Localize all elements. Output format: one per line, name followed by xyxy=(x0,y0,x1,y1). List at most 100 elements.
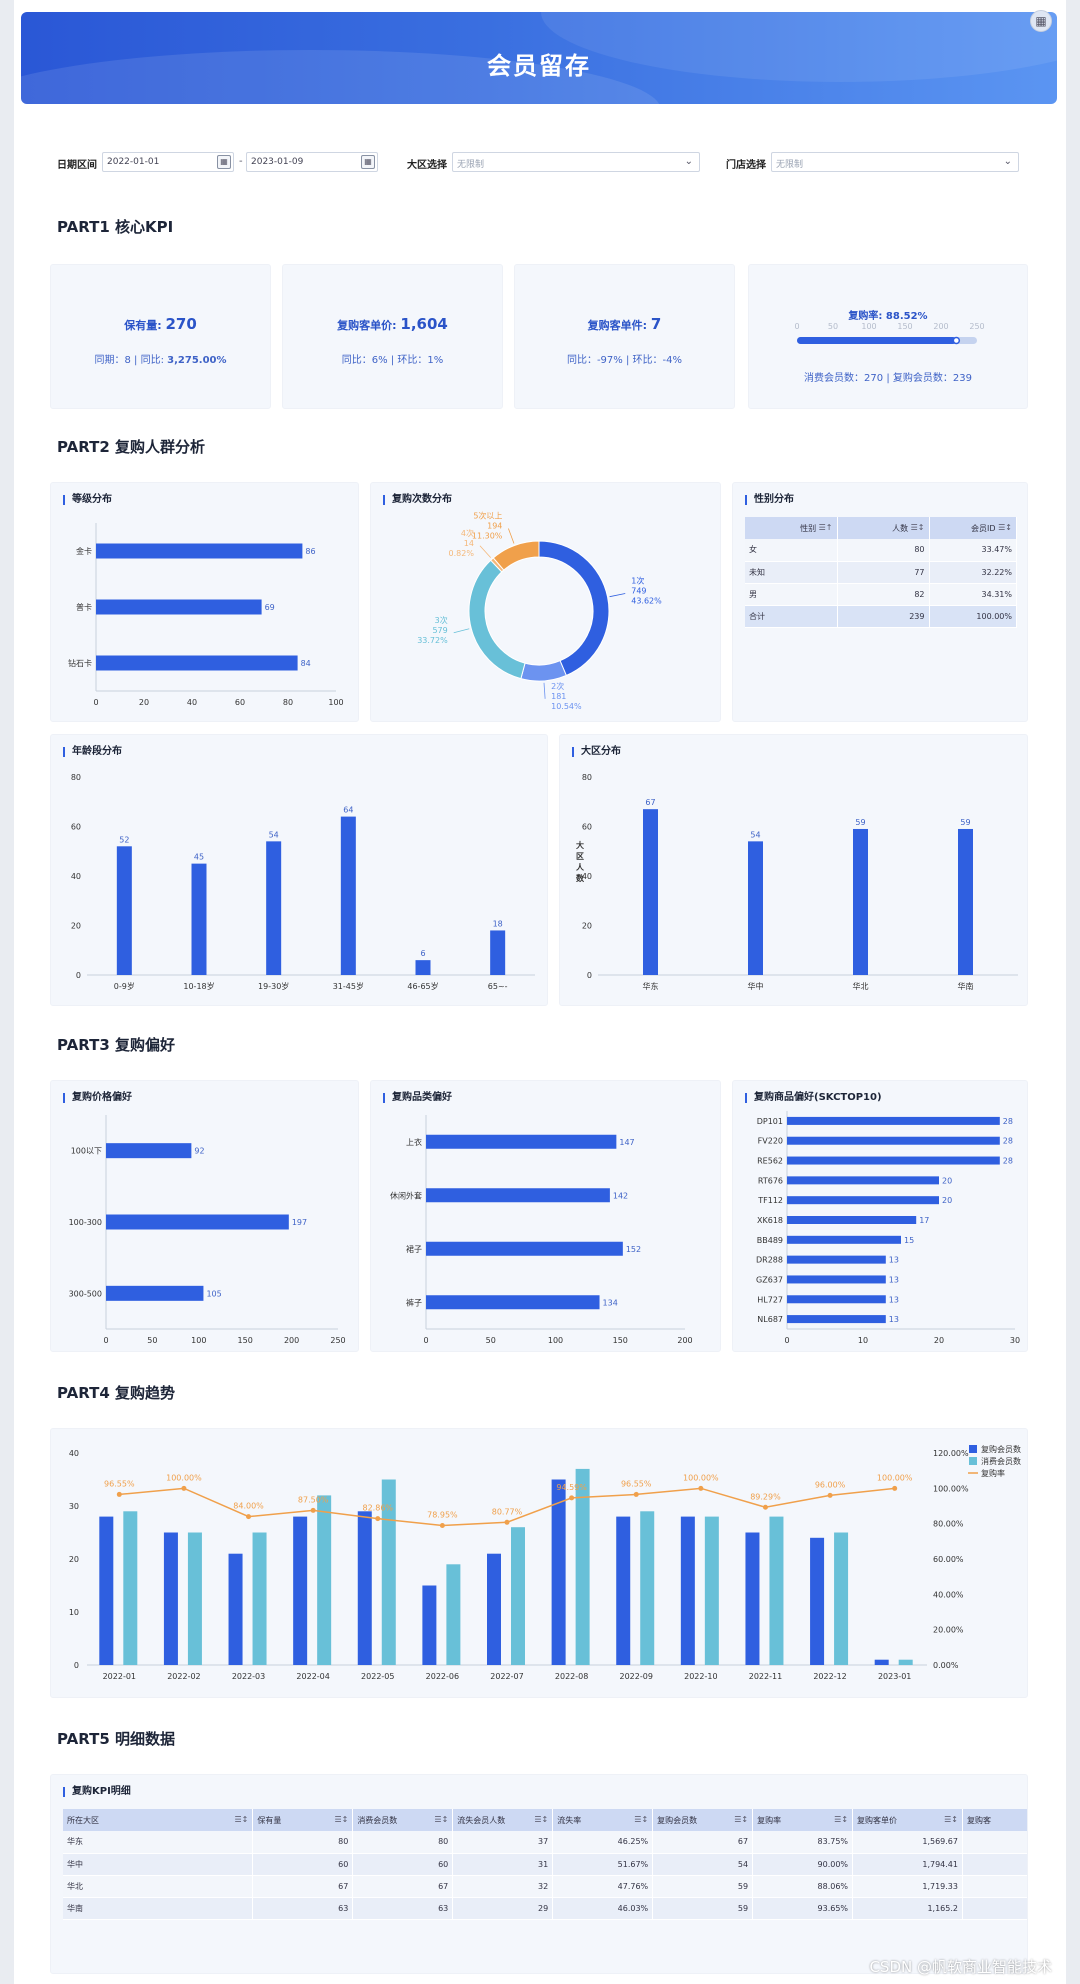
part5-title: PART5 明细数据 xyxy=(57,1730,175,1748)
rate-label: 84.00% xyxy=(233,1502,264,1511)
bar xyxy=(266,841,282,975)
rate-point xyxy=(504,1519,510,1525)
panel-title: 复购价格偏好 xyxy=(63,1093,132,1103)
table-cell: 59 xyxy=(652,1875,754,1898)
table-cell: 1,569.67 xyxy=(852,1831,963,1854)
date-end-input[interactable]: 2023-01-09 ▦ xyxy=(246,152,378,172)
bar xyxy=(381,1479,396,1665)
table-cell: 1,719.33 xyxy=(852,1875,963,1898)
table-header[interactable]: 消费会员数 ☰↕ xyxy=(352,1809,454,1831)
sort-icon[interactable]: ☰↕ xyxy=(334,1814,349,1824)
table-header[interactable]: 所在大区 ☰↕ xyxy=(63,1809,254,1831)
category-label: 普卡 xyxy=(76,602,92,612)
table-header[interactable]: 性别 ☰↑ xyxy=(745,517,838,539)
kpi-separator: | xyxy=(390,355,395,366)
table-cell: 29 xyxy=(452,1897,554,1920)
bar xyxy=(616,1516,631,1665)
x-tick-label: 100 xyxy=(328,698,343,707)
x-tick-label: 2022-06 xyxy=(426,1672,459,1681)
leader-line xyxy=(543,682,546,699)
sort-icon[interactable]: ☰↕ xyxy=(234,1814,249,1824)
calendar-icon[interactable]: ▦ xyxy=(217,155,231,169)
table-row: 华南 63 63 29 46.03% 59 93.65% 1,165.2 xyxy=(63,1897,1027,1920)
sort-icon[interactable]: ☰↕ xyxy=(944,1814,958,1824)
sort-icon[interactable]: ☰↑ xyxy=(816,522,833,532)
sort-icon[interactable]: ☰↕ xyxy=(834,1814,849,1824)
x-tick-label: 华中 xyxy=(748,981,764,991)
region-select[interactable]: 无限制 ⌄ xyxy=(452,152,700,172)
table-header[interactable]: 复购客单价 ☰↕ xyxy=(852,1809,963,1831)
bar xyxy=(769,1516,784,1665)
panel-title: 性别分布 xyxy=(745,495,794,505)
bar xyxy=(446,1564,461,1665)
table-row: 华东 80 80 37 46.25% 67 83.75% 1,569.67 xyxy=(63,1831,1027,1854)
bar xyxy=(680,1516,695,1665)
header-label: 所在大区 xyxy=(67,1815,99,1825)
table-header[interactable]: 复购会员数 ☰↕ xyxy=(652,1809,754,1831)
date-start-input[interactable]: 2022-01-01 ▦ xyxy=(102,152,234,172)
data-label: 134 xyxy=(603,1298,618,1307)
table-header[interactable]: 复购客 xyxy=(962,1809,1027,1831)
table-header[interactable]: 人数 ☰↕ xyxy=(837,517,930,539)
table-cell: 63 xyxy=(252,1897,354,1920)
x-tick-label: 200 xyxy=(677,1336,692,1345)
category-label: FV220 xyxy=(758,1137,783,1146)
store-select-label: 门店选择 xyxy=(726,160,766,171)
table-header[interactable]: 复购率 ☰↕ xyxy=(752,1809,854,1831)
bar xyxy=(853,828,868,975)
leader-line xyxy=(453,628,470,634)
table-cell: 59 xyxy=(652,1897,754,1920)
table-total-row: 合计 239 100.00% xyxy=(745,605,1017,628)
y2-tick-label: 120.00% xyxy=(933,1449,969,1458)
table-cell: 合计 xyxy=(745,605,838,628)
x-tick-label: 0 xyxy=(784,1336,789,1345)
rate-point xyxy=(633,1491,639,1497)
sort-icon[interactable]: ☰↕ xyxy=(908,522,925,532)
sort-icon[interactable]: ☰↕ xyxy=(995,522,1012,532)
slice-percent: 33.72% xyxy=(417,636,448,645)
sort-icon[interactable]: ☰↕ xyxy=(734,1814,749,1824)
bar xyxy=(787,1255,886,1264)
x-tick-label: 0 xyxy=(423,1336,428,1345)
bar xyxy=(704,1516,719,1665)
x-tick-label: 2022-12 xyxy=(813,1672,846,1681)
kpi-repurchase-sub: 消费会员数：270 | 复购会员数：239 xyxy=(749,369,1027,384)
sort-icon[interactable]: ☰↕ xyxy=(634,1814,649,1824)
y-tick-label: 0 xyxy=(76,971,81,980)
table-header[interactable]: 流失会员人数 ☰↕ xyxy=(452,1809,554,1831)
bar xyxy=(551,1479,566,1665)
age-distribution-panel: 年龄段分布 0 20 40 60 80 52 0-9岁 45 10-18岁 54 19-30岁 64 3… xyxy=(50,734,548,1006)
store-select[interactable]: 无限制 ⌄ xyxy=(771,152,1019,172)
category-label: HL727 xyxy=(757,1295,783,1304)
part4-title: PART4 复购趋势 xyxy=(57,1384,175,1402)
kpi-unit-price-main: 复购客单价: 1,604 xyxy=(283,315,502,333)
table-cell: 90.00% xyxy=(752,1853,854,1876)
x-tick-label: 2022-03 xyxy=(232,1672,265,1681)
sort-icon[interactable]: ☰↕ xyxy=(434,1814,449,1824)
table-header[interactable]: 流失率 ☰↕ xyxy=(552,1809,654,1831)
bar xyxy=(106,1214,289,1230)
data-label: 20 xyxy=(942,1176,952,1185)
sort-icon[interactable]: ☰↕ xyxy=(534,1814,549,1824)
bar xyxy=(834,1532,849,1665)
table-cell: 31 xyxy=(452,1853,554,1876)
rate-label: 100.00% xyxy=(166,1473,202,1482)
y-tick-label: 30 xyxy=(69,1502,79,1511)
bar xyxy=(340,816,356,975)
x-tick-label: 31-45岁 xyxy=(333,981,364,991)
rate-label: 96.55% xyxy=(621,1479,652,1488)
table-header[interactable]: 会员ID ☰↕ xyxy=(929,517,1017,539)
y-tick-label: 20 xyxy=(582,922,592,931)
calendar-icon[interactable]: ▦ xyxy=(361,155,375,169)
bar xyxy=(426,1241,623,1256)
gauge-tick-label: 100 xyxy=(861,322,876,331)
kpi-unit-items-sub: 同比：-97% | 环比：-4% xyxy=(515,351,734,366)
grid-menu-icon[interactable]: ▦ xyxy=(1030,10,1052,32)
page-title: 会员留存 xyxy=(487,52,591,80)
table-header[interactable]: 保有量 ☰↕ xyxy=(252,1809,354,1831)
x-tick-label: 150 xyxy=(238,1336,253,1345)
kpi-card-unit-price: 复购客单价: 1,604 同比：6% | 环比：1% xyxy=(282,264,503,409)
x-tick-label: 2022-05 xyxy=(361,1672,394,1681)
bar xyxy=(422,1585,437,1665)
date-range-label: 日期区间 xyxy=(57,160,97,171)
